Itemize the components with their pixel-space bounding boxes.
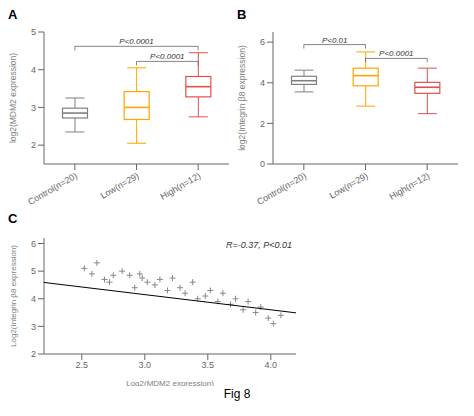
svg-text:2.5: 2.5 [76, 360, 89, 370]
html-text:B: B [237, 7, 247, 22]
svg-text:4.0: 4.0 [265, 360, 278, 370]
svg-text:Low(n=29): Low(n=29) [99, 171, 141, 201]
html-text:C: C [8, 211, 18, 226]
svg-text:P<0.0001: P<0.0001 [119, 37, 153, 46]
svg-text:2: 2 [260, 119, 265, 129]
svg-text:4: 4 [260, 78, 265, 88]
svg-text:Log2(Integrin β8 expression): Log2(Integrin β8 expression) [9, 245, 18, 347]
svg-text:log2(Integrin β8 expression): log2(Integrin β8 expression) [237, 45, 247, 151]
svg-text:5: 5 [31, 27, 36, 37]
svg-text:6: 6 [260, 37, 265, 47]
svg-text:3.0: 3.0 [139, 360, 152, 370]
svg-text:Low(n=29): Low(n=29) [328, 171, 370, 201]
svg-text:4: 4 [31, 294, 36, 304]
svg-text:0: 0 [260, 159, 265, 169]
svg-text:Log2(MDM2 expression): Log2(MDM2 expression) [126, 379, 214, 386]
svg-text:P<0.0001: P<0.0001 [150, 52, 184, 61]
html-text:R=-0.37, P<0.01: R=-0.37, P<0.01 [226, 240, 292, 250]
svg-text:Control(n=20): Control(n=20) [255, 171, 308, 207]
svg-text:log2(MDM2 expression): log2(MDM2 expression) [8, 53, 18, 143]
html-text:A: A [8, 7, 18, 22]
svg-text:2: 2 [31, 140, 36, 150]
html-text:Fig 8: Fig 8 [223, 387, 251, 401]
svg-text:3: 3 [31, 322, 36, 332]
svg-text:3.5: 3.5 [202, 360, 215, 370]
svg-text:6: 6 [31, 239, 36, 249]
svg-text:High(n=12): High(n=12) [159, 171, 203, 202]
svg-text:3: 3 [31, 103, 36, 113]
svg-text:4: 4 [31, 65, 36, 75]
svg-text:High(n=12): High(n=12) [388, 171, 432, 202]
svg-text:P<0.01: P<0.01 [322, 36, 348, 45]
svg-text:Control(n=20): Control(n=20) [26, 171, 79, 207]
svg-text:P<0.0001: P<0.0001 [379, 49, 413, 58]
svg-text:5: 5 [31, 266, 36, 276]
svg-text:2: 2 [31, 349, 36, 359]
